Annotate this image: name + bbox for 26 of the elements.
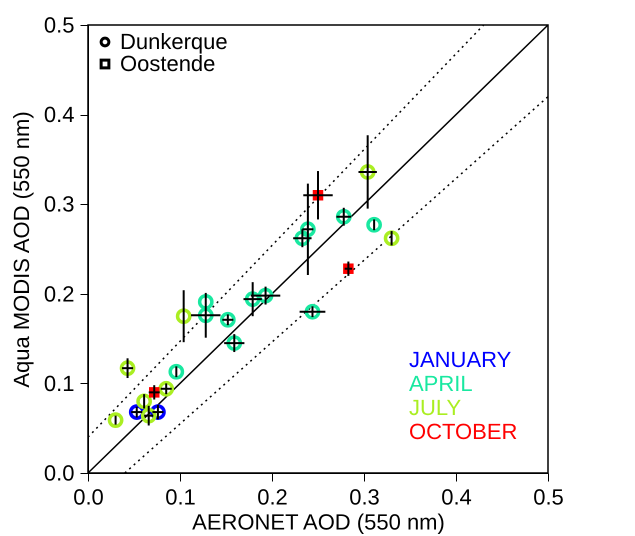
point [168, 364, 184, 380]
point [120, 360, 136, 376]
y-tick-label: 0.2 [44, 281, 74, 306]
point [176, 308, 192, 324]
x-tick-label: 0.3 [349, 484, 380, 510]
y-axis-title: Aqua MODIS AOD (550 nm) [8, 111, 34, 388]
text: JULY [409, 395, 462, 420]
x-axis-title: AERONET AOD (550 nm) [192, 510, 445, 534]
x-tick-label: 0.4 [441, 484, 472, 510]
x-tick-label: 0.5 [533, 484, 564, 510]
y-tick-label: 0.4 [44, 102, 74, 128]
point [198, 294, 214, 310]
y-tick-label: 0.3 [44, 192, 74, 217]
text: APRIL [409, 371, 473, 396]
x-tick-label: 0.2 [257, 484, 288, 510]
text: JANUARY [409, 347, 512, 372]
y-tick-label: 0.0 [44, 460, 74, 486]
y-tick-label: 0.5 [44, 12, 74, 38]
y-tick-label: 0.1 [44, 370, 74, 396]
point [366, 216, 382, 233]
point [108, 412, 124, 428]
text: OCTOBER [409, 419, 518, 444]
annotation: Dunkerque [120, 29, 228, 54]
point [384, 230, 400, 246]
x-tick-label: 0.0 [73, 484, 104, 510]
x-tick-label: 0.1 [165, 484, 196, 510]
